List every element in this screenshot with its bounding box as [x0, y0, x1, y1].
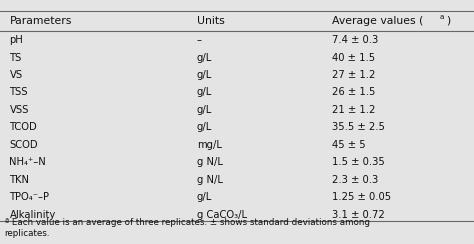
Text: TCOD: TCOD — [9, 122, 37, 132]
Text: mg/L: mg/L — [197, 140, 221, 150]
Text: a: a — [440, 14, 444, 20]
Text: 3.1 ± 0.72: 3.1 ± 0.72 — [332, 210, 384, 220]
Text: 1.5 ± 0.35: 1.5 ± 0.35 — [332, 157, 384, 167]
Text: ª Each value is an average of three replicates. ± shows standard deviations amon: ª Each value is an average of three repl… — [5, 218, 370, 227]
Text: Parameters: Parameters — [9, 16, 72, 26]
Text: pH: pH — [9, 35, 23, 45]
Text: –: – — [197, 35, 202, 45]
Text: g CaCO₃/L: g CaCO₃/L — [197, 210, 246, 220]
Text: Alkalinity: Alkalinity — [9, 210, 56, 220]
Text: g/L: g/L — [197, 122, 212, 132]
Text: 21 ± 1.2: 21 ± 1.2 — [332, 105, 375, 115]
Text: g/L: g/L — [197, 88, 212, 97]
Text: 2.3 ± 0.3: 2.3 ± 0.3 — [332, 175, 378, 185]
Text: g/L: g/L — [197, 105, 212, 115]
Text: g/L: g/L — [197, 192, 212, 202]
Text: VSS: VSS — [9, 105, 29, 115]
Text: 27 ± 1.2: 27 ± 1.2 — [332, 70, 375, 80]
Text: NH₄⁺–N: NH₄⁺–N — [9, 157, 46, 167]
Text: TS: TS — [9, 53, 22, 63]
Text: TSS: TSS — [9, 88, 28, 97]
Text: TPO₄⁻–P: TPO₄⁻–P — [9, 192, 49, 202]
Text: 45 ± 5: 45 ± 5 — [332, 140, 365, 150]
Text: 26 ± 1.5: 26 ± 1.5 — [332, 88, 375, 97]
Text: g/L: g/L — [197, 53, 212, 63]
Text: 35.5 ± 2.5: 35.5 ± 2.5 — [332, 122, 385, 132]
Text: Average values (: Average values ( — [332, 16, 423, 26]
Text: g N/L: g N/L — [197, 157, 223, 167]
Text: ): ) — [446, 16, 450, 26]
Text: Units: Units — [197, 16, 225, 26]
Text: TKN: TKN — [9, 175, 29, 185]
Text: VS: VS — [9, 70, 23, 80]
Text: 1.25 ± 0.05: 1.25 ± 0.05 — [332, 192, 391, 202]
Text: g N/L: g N/L — [197, 175, 223, 185]
Text: SCOD: SCOD — [9, 140, 38, 150]
Text: 7.4 ± 0.3: 7.4 ± 0.3 — [332, 35, 378, 45]
Text: replicates.: replicates. — [5, 229, 50, 238]
Text: g/L: g/L — [197, 70, 212, 80]
Text: 40 ± 1.5: 40 ± 1.5 — [332, 53, 375, 63]
